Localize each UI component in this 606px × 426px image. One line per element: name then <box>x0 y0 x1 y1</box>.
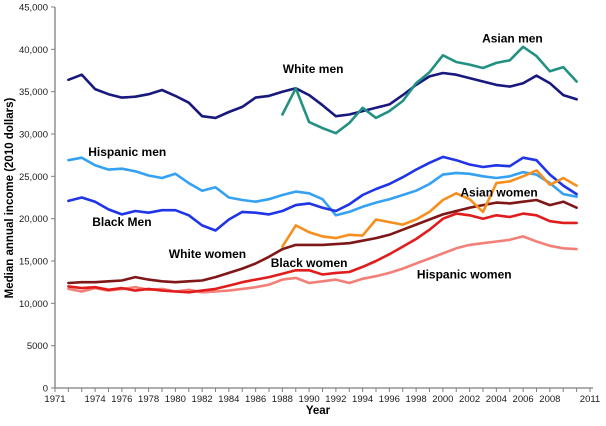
x-tick-label: 1982 <box>192 394 213 405</box>
y-axis-title: Median annual income (2010 dollars) <box>4 97 16 298</box>
series-line-asian-men <box>281 45 578 135</box>
x-tick-label: 1974 <box>85 394 106 405</box>
x-tick-label: 1998 <box>406 394 427 405</box>
series-line-black-men <box>67 155 578 232</box>
x-tick-label: 2000 <box>432 394 453 405</box>
series-label-hispanic-men: Hispanic men <box>88 145 166 159</box>
series-line-asian-women <box>281 169 578 248</box>
x-tick-label: 2008 <box>539 394 560 405</box>
x-tick-label: 1980 <box>165 394 186 405</box>
x-tick-label: 1988 <box>272 394 293 405</box>
series-label-black-women: Black women <box>271 256 348 270</box>
y-tick-label: 35,000 <box>19 87 48 98</box>
x-tick-label: 1976 <box>111 394 132 405</box>
x-tick-label: 1986 <box>245 394 266 405</box>
series-line-white-men <box>67 71 578 120</box>
x-tick-label: 2004 <box>486 394 507 405</box>
x-tick-label: 2006 <box>513 394 534 405</box>
y-tick-label: 40,000 <box>19 45 48 56</box>
series-line-hispanic-men <box>67 156 578 217</box>
x-tick-label: 1996 <box>379 394 400 405</box>
y-tick-label: 45,000 <box>19 3 48 14</box>
x-tick-label: 2002 <box>459 394 480 405</box>
series-label-white-women: White women <box>169 247 246 261</box>
series-label-white-men: White men <box>283 62 344 76</box>
plot-series-group <box>67 45 578 294</box>
series-line-black-women <box>67 212 578 294</box>
series-line-white-women <box>67 198 578 285</box>
y-tick-label: 15,000 <box>19 257 48 268</box>
series-label-asian-women: Asian women <box>460 185 537 199</box>
y-tick-label: 0 <box>43 384 48 395</box>
plot-annotations-group: White men Asian men Hispanic men Black Men W… <box>88 31 543 281</box>
series-label-hispanic-women: Hispanic women <box>417 268 512 282</box>
plot-axes-group: 1971 1974 1976 1978 1980 1982 1984 1986 1988 1990… <box>19 3 600 406</box>
x-tick-label: 1990 <box>299 394 320 405</box>
y-tick-label: 20,000 <box>19 214 48 225</box>
x-tick-label: 1994 <box>352 394 373 405</box>
x-axis-title: Year <box>306 405 331 417</box>
series-label-asian-men: Asian men <box>482 31 543 45</box>
x-tick-label: 1992 <box>325 394 346 405</box>
x-tick-label: 1984 <box>218 394 239 405</box>
series-label-black-men: Black Men <box>92 215 151 229</box>
x-tick-label: 2011 <box>580 394 600 405</box>
x-tick-label: 1978 <box>138 394 159 405</box>
y-tick-label: 10,000 <box>19 299 48 310</box>
x-tick-label: 1971 <box>44 394 65 405</box>
y-tick-label: 5000 <box>27 341 48 352</box>
y-tick-label: 30,000 <box>19 130 48 141</box>
y-tick-label: 25,000 <box>19 172 48 183</box>
